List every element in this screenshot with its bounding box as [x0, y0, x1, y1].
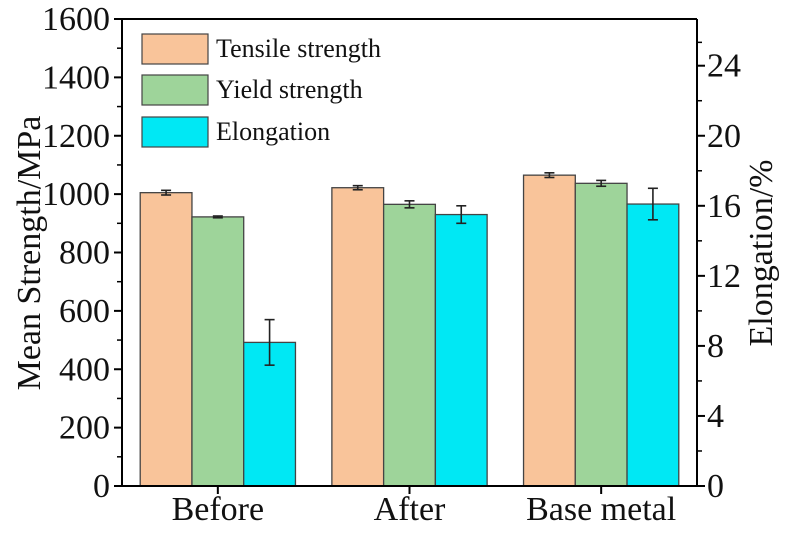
bar-tensile-strength-before — [139, 192, 193, 487]
y-tick-label-1400: 1400 — [42, 59, 110, 96]
y2-tick-label-8: 8 — [707, 328, 724, 365]
legend-swatch-tensile-strength — [141, 33, 209, 65]
legend-label-elongation: Elongation — [216, 117, 330, 146]
y-tick-label-1200: 1200 — [42, 118, 110, 155]
y2-tick-label-12: 12 — [707, 258, 741, 295]
legend-label-tensile-strength: Tensile strength — [216, 34, 381, 63]
y2-tick-label-0: 0 — [707, 468, 724, 505]
bar-yield-strength-after — [382, 203, 437, 487]
y-tick-label-0: 0 — [93, 468, 110, 505]
bar-yield-strength-before — [191, 216, 245, 487]
x-tick-label-before: Before — [172, 491, 265, 528]
bars-group — [139, 174, 680, 487]
y2-tick-label-20: 20 — [707, 118, 741, 155]
y-tick-label-400: 400 — [59, 351, 110, 388]
bar-elongation-base-metal — [626, 203, 680, 487]
x-tick-label-after: After — [374, 491, 446, 528]
y-tick-label-1000: 1000 — [42, 176, 110, 213]
y-tick-label-600: 600 — [59, 293, 110, 330]
y-tick-label-1600: 1600 — [42, 1, 110, 38]
bar-tensile-strength-base-metal — [522, 174, 576, 487]
bar-elongation-after — [434, 213, 488, 487]
legend-swatch-yield-strength — [141, 74, 209, 106]
error-bars-group — [161, 172, 658, 366]
bar-tensile-strength-after — [331, 187, 385, 487]
x-tick-label-base-metal: Base metal — [526, 491, 676, 528]
bar-elongation-before — [243, 341, 297, 487]
legend: Tensile strength Yield strength Elongati… — [141, 33, 381, 148]
y-tick-label-200: 200 — [59, 410, 110, 447]
bar-yield-strength-base-metal — [574, 182, 628, 487]
legend-label-yield-strength: Yield strength — [216, 75, 363, 104]
y2-tick-label-24: 24 — [707, 48, 741, 85]
y2-tick-label-4: 4 — [707, 398, 724, 435]
y-tick-label-800: 800 — [59, 235, 110, 272]
y2-tick-label-16: 16 — [707, 188, 741, 225]
y2-axis-title: Elongation/% — [743, 160, 780, 347]
legend-swatch-elongation — [141, 116, 209, 148]
ticks-group: Before After Base metal0200400600800100012… — [42, 1, 741, 528]
y-axis-title: Mean Strength/MPa — [11, 116, 48, 391]
